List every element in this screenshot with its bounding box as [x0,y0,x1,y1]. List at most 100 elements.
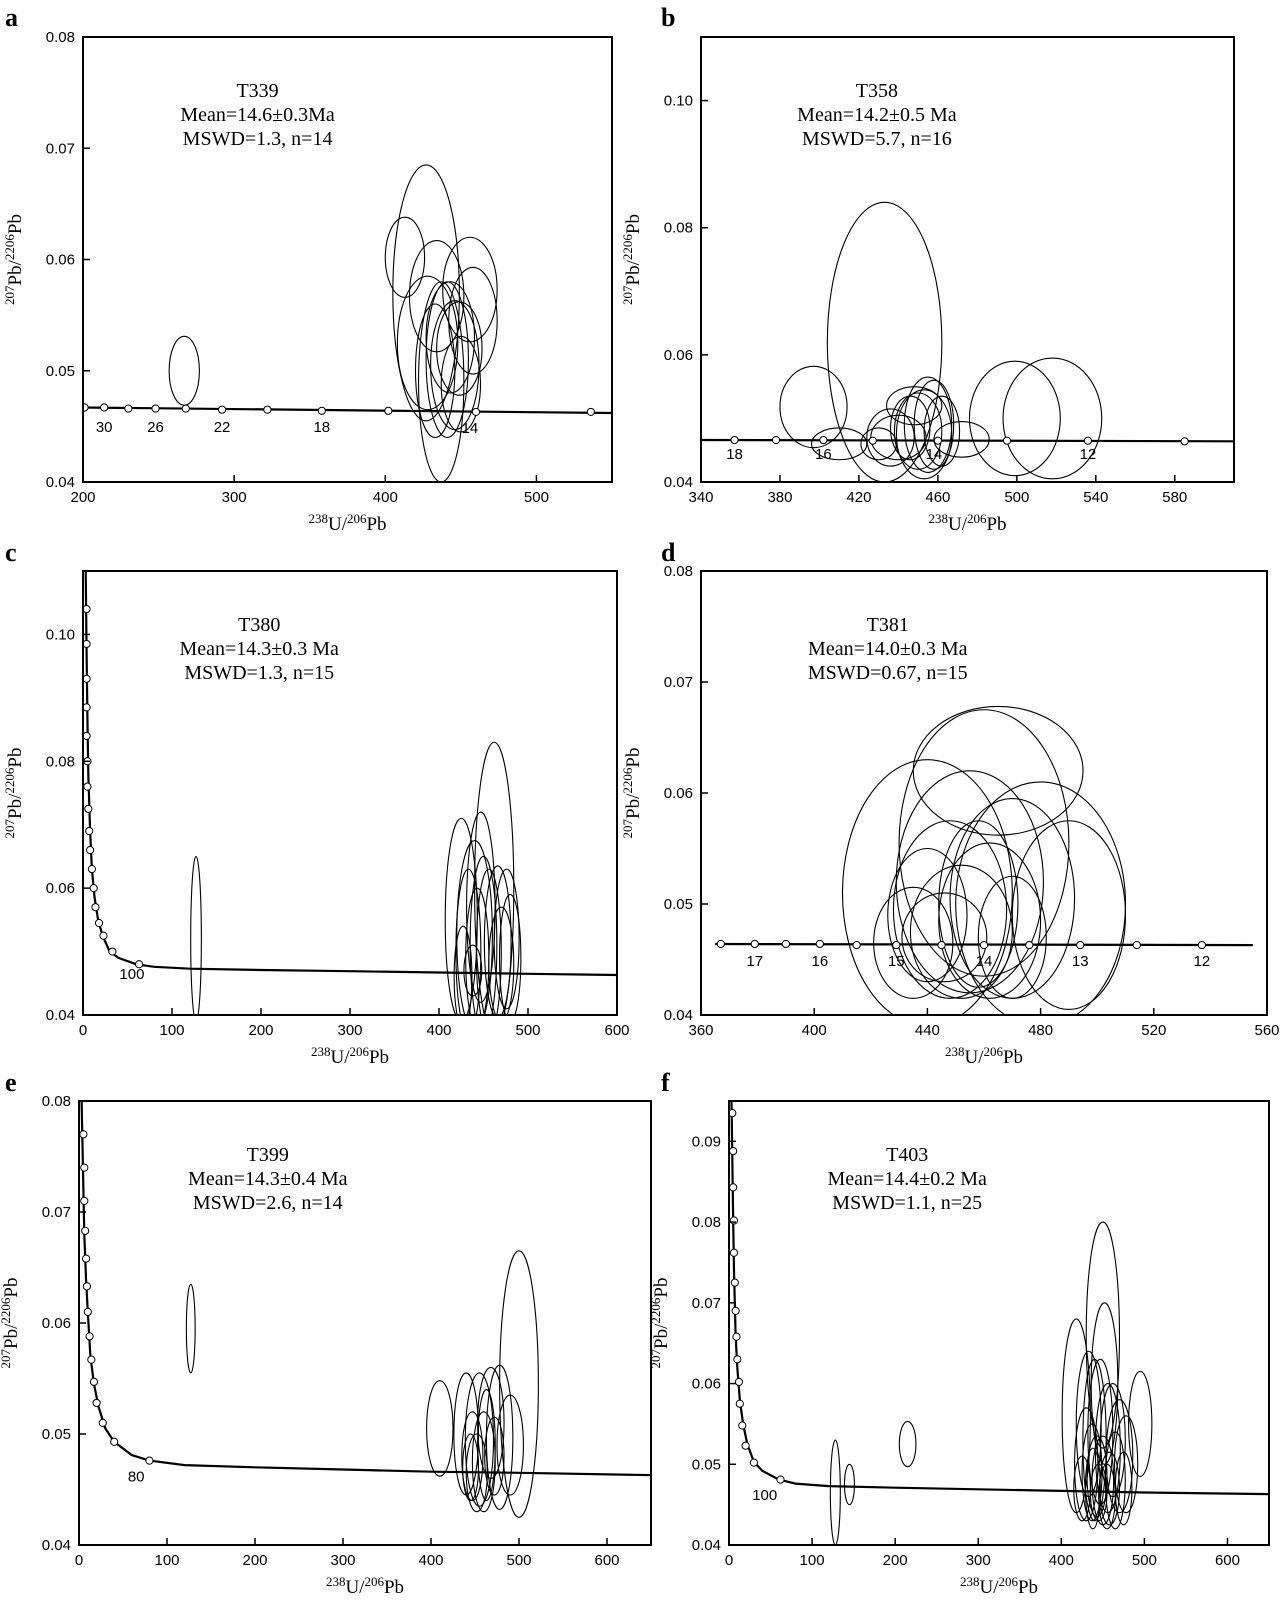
error-ellipse [843,1463,855,1506]
x-tick-label: 500 [1004,489,1029,506]
error-ellipse [392,164,460,422]
element-symbol: Pb [5,214,26,234]
error-ellipse [977,875,1047,999]
x-tick-label: 420 [846,489,871,506]
concordia-curve [730,1101,1269,1496]
age-marker [729,1248,739,1257]
x-tick-label: 460 [925,489,950,506]
age-label: 12 [1194,953,1211,970]
age-marker [729,1216,739,1225]
x-tick-label: 400 [418,1552,443,1569]
annotation-line: T381 [867,614,909,636]
error-ellipse [471,1411,496,1513]
age-marker [317,406,326,415]
age-marker [732,1332,741,1341]
error-ellipse [425,281,476,394]
y-tick-label: 0.04 [692,1537,721,1554]
y-tick-label: 0.05 [692,1456,721,1473]
element-symbol: Pb [5,799,26,819]
age-label: 100 [119,966,144,983]
isotope-mass-superscript: 206 [349,1044,369,1059]
age-label: 14 [976,953,993,970]
y-tick-label: 0.04 [46,1007,75,1024]
age-marker [1132,940,1141,950]
error-ellipse [463,944,483,997]
age-marker [892,940,901,950]
plot-area: 18 16 14 12 [701,201,1234,482]
chart-panel-a: a 30 26 22 18 14 200 300 400 500 0.04 0.05 0.06 0.07 0… [2,3,613,535]
panel-letter: c [5,538,17,567]
age-marker [937,940,946,950]
x-tick-label: 0 [75,1552,83,1569]
isotope-mass-superscript: 2206 [2,767,17,794]
y-axis-label: 207Pb/2206Pb [2,748,26,839]
error-ellipse [493,868,520,1010]
annotation-line: MSWD=1.3, n=14 [183,128,333,150]
chart-panel-e: e 80 0 100 200 300 400 500 600 0.04 0.05 0.06 0.07 0.… [0,1068,652,1598]
element-symbol: Pb [369,1047,389,1068]
y-axis-label: 207Pb/2206Pb [648,1278,672,1369]
annotation-line: Mean=14.3±0.4 Ma [188,1168,348,1190]
plot-frame [82,36,613,483]
x-axis-label: 238U/206Pb [945,1044,1023,1068]
y-tick-label: 0.07 [664,674,693,691]
x-tick-label: 400 [373,489,398,506]
error-ellipse [414,303,456,439]
x-tick-label: 500 [1132,1552,1157,1569]
plot-area: 17 16 15 14 13 12 [715,705,1253,1015]
concordia-curve [83,406,612,415]
age-label: 80 [128,1469,145,1486]
error-ellipse [499,1250,539,1518]
age-marker [771,435,781,445]
isotope-mass-superscript: 206 [998,1574,1018,1589]
x-tick-label: 340 [688,489,713,506]
age-marker [730,1278,739,1287]
annotation-line: MSWD=2.6, n=14 [193,1192,343,1214]
y-tick-label: 0.06 [46,880,75,897]
x-tick-label: 300 [966,1552,991,1569]
error-ellipse [426,1380,454,1477]
y-tick-label: 0.06 [42,1315,71,1332]
age-marker [716,939,725,949]
error-ellipse [425,281,469,439]
concordia-curve [84,571,617,977]
annotation-line: Mean=14.4±0.2 Ma [827,1168,987,1190]
element-symbol: / [5,259,26,265]
age-marker [99,931,108,940]
error-ellipse [895,770,1044,994]
isotope-mass-superscript: 2206 [2,234,17,261]
element-symbol: / [623,259,644,265]
y-axis-label: 207Pb/2206Pb [620,748,644,839]
age-marker [83,604,91,614]
y-tick-label: 0.10 [664,93,693,110]
age-marker [852,940,861,950]
age-label: 22 [214,419,231,436]
x-tick-label: 500 [515,1022,540,1039]
age-marker [730,435,739,445]
age-marker [471,407,481,417]
error-ellipse [909,864,1013,999]
age-label: 17 [746,953,763,970]
error-ellipse [1084,1447,1101,1530]
age-marker [1197,940,1207,950]
element-symbol: Pb [5,265,26,285]
x-tick-label: 500 [524,489,549,506]
x-tick-label: 560 [1254,1022,1279,1039]
plot-area: 30 26 22 18 14 [83,164,612,482]
age-label: 13 [1072,953,1089,970]
isotope-mass-superscript: 2206 [620,234,635,261]
isotope-mass-superscript: 206 [347,511,367,526]
error-ellipse [477,1389,496,1502]
age-marker [735,1399,744,1408]
error-ellipse [901,892,988,983]
error-ellipse [453,925,473,1015]
error-ellipse [1002,357,1103,480]
element-symbol: U [964,1047,978,1068]
age-label: 12 [1080,446,1097,463]
element-symbol: Pb [1,1278,22,1298]
x-axis-label: 238U/206Pb [928,511,1006,535]
age-marker [85,826,94,836]
y-tick-label: 0.08 [46,29,75,46]
panel-letter: e [5,1068,17,1097]
